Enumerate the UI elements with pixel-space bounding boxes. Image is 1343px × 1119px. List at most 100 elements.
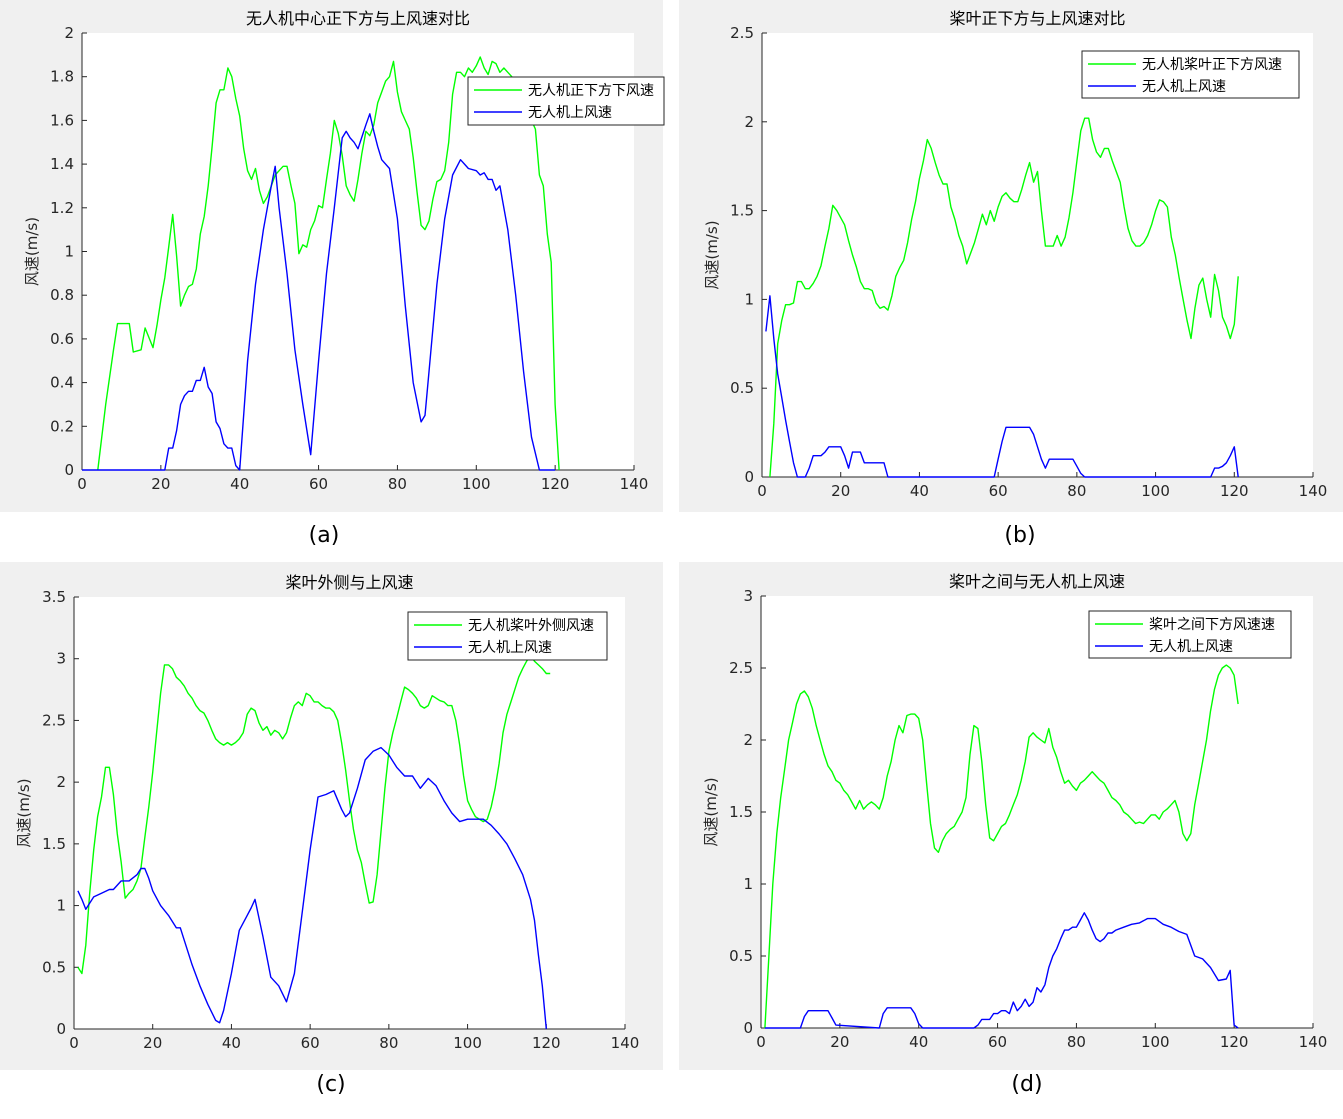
y-tick-label: 2 [744,113,754,131]
x-tick-label: 80 [379,1034,398,1052]
x-tick-label: 120 [541,475,570,493]
legend-label: 无人机上风速 [468,640,552,656]
y-tick-label: 1.5 [730,202,754,220]
y-tick-label: 1.8 [50,68,74,86]
series-line-1 [97,56,560,471]
legend-box [1081,50,1300,99]
chart-panel-a: 无人机中心正下方与上风速对比 风速(m/s) 0 20 40 60 80 100 120 140 0… [0,0,665,512]
legend-label: 无人机上风速 [528,105,612,121]
y-tick-label: 0.4 [50,374,74,392]
y-tick-label: 0 [64,461,74,479]
legend-label: 无人机桨叶正下方风速 [1142,56,1282,73]
x-tick-label: 140 [1299,482,1328,500]
series-line-2 [82,113,556,471]
x-tick-label: 0 [77,475,87,493]
caption-d: (d) [1011,1072,1043,1097]
y-axis-label: 风速(m/s) [15,778,33,847]
caption-a: (a) [308,523,340,548]
x-tick-label: 80 [1067,482,1086,500]
x-tick-label: 60 [988,1033,1007,1051]
x-tick-label: 0 [757,482,767,500]
y-axis-label: 风速(m/s) [23,217,41,286]
caption-c: (c) [316,1072,346,1097]
y-tick-label: 3 [743,587,753,605]
y-tick-label: 2.5 [729,659,753,677]
chart-title: 桨叶外侧与上风速 [285,573,413,592]
x-tick-label: 40 [909,1033,928,1051]
y-tick-label: 0 [744,468,754,486]
x-tick-label: 120 [1220,1033,1249,1051]
x-tick-label: 120 [1220,482,1249,500]
y-tick-label: 1.5 [729,803,753,821]
y-tick-label: 1.5 [42,835,66,853]
x-tick-label: 80 [388,475,407,493]
legend-box [407,611,608,661]
x-tick-label: 0 [756,1033,766,1051]
series-line-2 [77,746,547,1030]
chart-title: 桨叶之间与无人机上风速 [949,572,1125,591]
series-line-1 [764,664,1239,1029]
y-tick-label: 3 [56,650,66,668]
x-tick-label: 60 [309,475,328,493]
x-tick-label: 100 [453,1034,482,1052]
x-tick-label: 40 [222,1034,241,1052]
x-tick-label: 20 [151,475,170,493]
y-tick-label: 0.2 [50,417,74,435]
y-tick-label: 0.5 [729,947,753,965]
y-tick-label: 3.5 [42,588,66,606]
legend-box [1088,610,1292,659]
x-tick-label: 120 [532,1034,561,1052]
legend-label: 桨叶之间下方风速速 [1149,616,1275,633]
y-tick-label: 2 [64,24,74,42]
y-tick-label: 0.5 [730,379,754,397]
y-tick-label: 0.5 [42,958,66,976]
y-tick-label: 1 [56,897,66,915]
x-tick-label: 0 [69,1034,79,1052]
y-tick-label: 1 [743,875,753,893]
x-tick-label: 20 [831,482,850,500]
legend-box [467,76,665,126]
legend-label: 无人机上风速 [1149,639,1233,655]
legend-label: 无人机正下方下风速 [528,83,654,99]
x-tick-label: 20 [830,1033,849,1051]
y-tick-label: 2 [743,731,753,749]
y-tick-label: 0 [743,1019,753,1037]
x-tick-label: 60 [301,1034,320,1052]
y-tick-label: 1.6 [50,111,74,129]
y-tick-label: 1 [744,290,754,308]
y-tick-label: 2.5 [730,24,754,42]
x-tick-label: 20 [143,1034,162,1052]
x-tick-label: 100 [462,475,491,493]
chart-title: 无人机中心正下方与上风速对比 [246,9,470,28]
x-tick-label: 140 [1299,1033,1328,1051]
chart-panel-b: 桨叶正下方与上风速对比 风速(m/s) 0 20 40 60 80 100 120 140 0 0.5… [679,0,1343,512]
x-tick-label: 40 [230,475,249,493]
x-tick-label: 140 [620,475,649,493]
y-tick-label: 2 [56,773,66,791]
series-line-1 [77,655,551,975]
y-axis-label: 风速(m/s) [702,777,720,846]
series-line-2 [765,295,1239,478]
x-tick-label: 80 [1067,1033,1086,1051]
legend-label: 无人机上风速 [1142,79,1226,95]
x-tick-label: 40 [910,482,929,500]
plot-area [762,33,1313,477]
y-tick-label: 1 [64,243,74,261]
y-tick-label: 0.8 [50,286,74,304]
caption-b: (b) [1004,523,1036,548]
y-tick-label: 1.4 [50,155,74,173]
plot-area [761,596,1313,1028]
x-tick-label: 60 [989,482,1008,500]
x-tick-label: 100 [1141,1033,1170,1051]
chart-panel-d: 桨叶之间与无人机上风速风速(m/s) 0 20 40 60 80 100 120 140 0 0.5… [679,562,1343,1070]
series-line-2 [764,912,1239,1029]
series-line-1 [769,117,1239,478]
y-tick-label: 0 [56,1020,66,1038]
